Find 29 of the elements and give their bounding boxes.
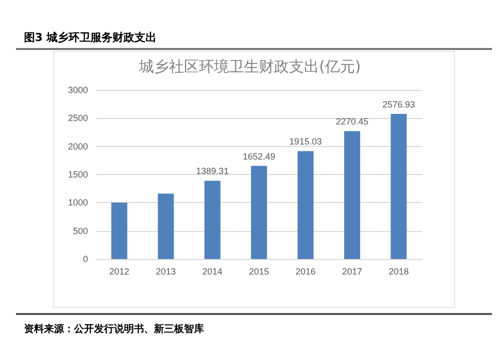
data-label: 1652.49 (242, 151, 276, 162)
x-tick-label: 2014 (202, 266, 222, 276)
bar (158, 194, 174, 259)
bar (251, 166, 267, 259)
x-tick-label: 2017 (342, 266, 362, 276)
text: 资料来源：公开发行说明书、新三板智库 (24, 322, 204, 336)
data-label: 2270.45 (336, 116, 368, 127)
y-tick-label: 500 (72, 226, 88, 236)
y-tick-label: 1500 (68, 170, 88, 180)
data-label: 1389.31 (196, 166, 229, 176)
x-tick-label: 2015 (248, 266, 270, 276)
bar (344, 131, 360, 259)
bar (111, 202, 128, 259)
x-tick-label: 2018 (388, 266, 409, 276)
data-label: 1915.03 (289, 136, 322, 147)
bar (298, 151, 314, 259)
y-tick-label: 2000 (68, 141, 88, 152)
x-tick-label: 2012 (109, 266, 130, 276)
chart-subtitle: 城乡社区环境卫生财政支出(亿元) (138, 58, 361, 76)
x-tick-label: 2016 (296, 266, 316, 276)
y-tick-label: 0 (82, 254, 88, 264)
data-label: 2576.93 (382, 99, 415, 110)
bar (390, 114, 407, 259)
x-tick-label: 2013 (156, 266, 176, 276)
y-tick-label: 3000 (68, 85, 88, 95)
y-tick-label: 1000 (68, 198, 88, 208)
bar (204, 180, 220, 259)
chart-title: 图3 城乡环卫服务财政支出 (24, 30, 156, 45)
y-tick-label: 2500 (68, 113, 88, 124)
